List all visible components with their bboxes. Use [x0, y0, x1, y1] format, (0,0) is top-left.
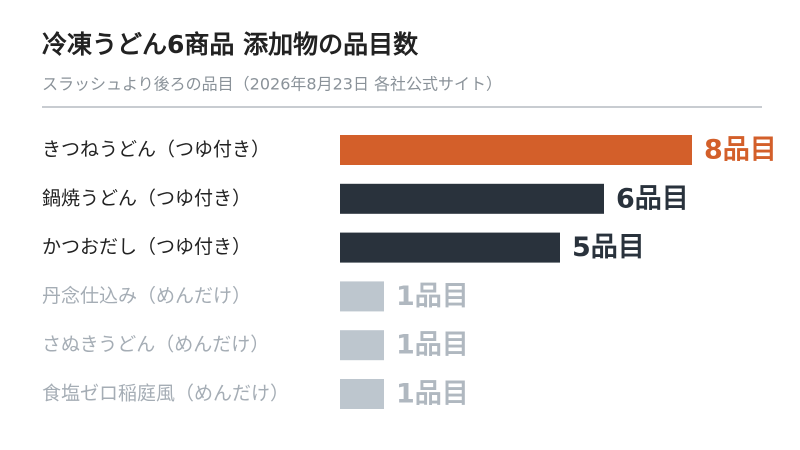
- bar: [340, 183, 604, 214]
- bar: [340, 135, 692, 165]
- category-label: きつねうどん（つゆ付き）: [42, 139, 270, 161]
- chart-subtitle: スラッシュより後ろの品目（2026年8月23日 各社公式サイト）: [42, 75, 502, 94]
- bar: [340, 330, 384, 361]
- value-label: 8品目: [704, 135, 777, 166]
- bar: [340, 379, 384, 409]
- category-label: さぬきうどん（めんだけ）: [42, 334, 269, 356]
- value-label: 5品目: [572, 232, 645, 263]
- category-label: 鍋焼うどん（つゆ付き）: [42, 187, 251, 209]
- value-label: 1品目: [396, 330, 469, 361]
- bar: [340, 281, 384, 312]
- category-label: かつおだし（つゆ付き）: [42, 236, 251, 258]
- category-label: 食塩ゼロ稲庭風（めんだけ）: [42, 383, 289, 405]
- value-label: 6品目: [616, 183, 689, 214]
- bar: [340, 232, 560, 263]
- chart-title: 冷凍うどん6商品 添加物の品目数: [42, 30, 419, 59]
- value-label: 1品目: [396, 281, 469, 312]
- category-label: 丹念仕込み（めんだけ）: [42, 284, 251, 307]
- value-label: 1品目: [396, 379, 469, 410]
